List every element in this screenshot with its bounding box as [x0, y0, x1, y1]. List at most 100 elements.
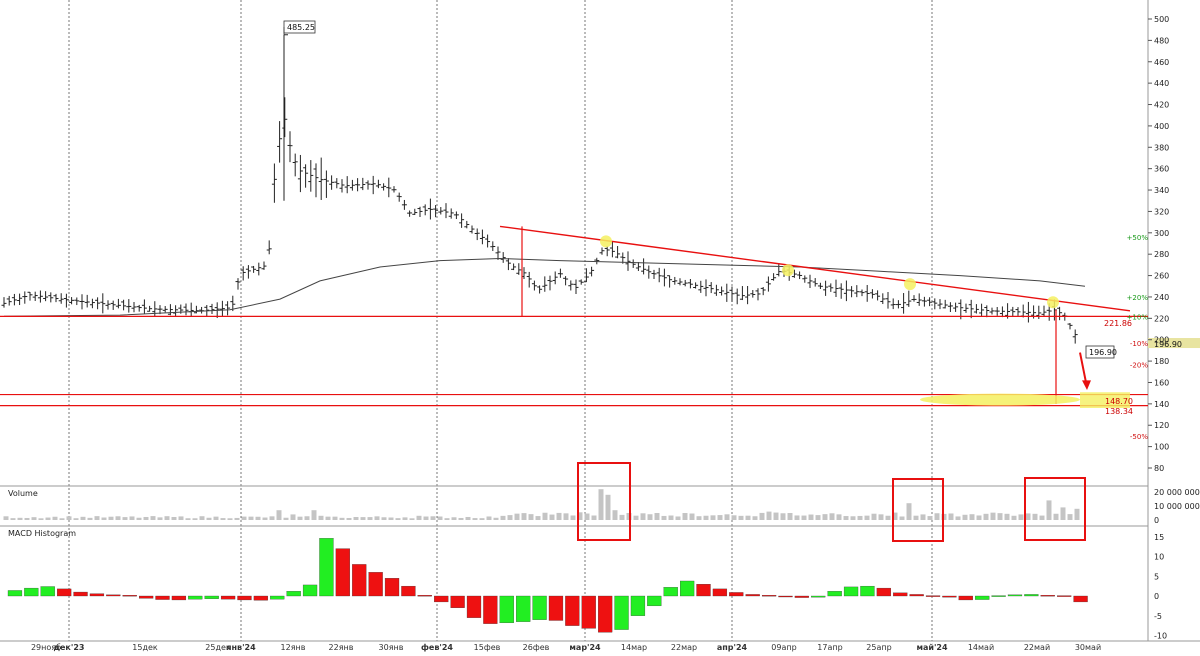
volume-bar [395, 518, 401, 520]
macd-bar [188, 595, 203, 600]
date-tick-label: 25апр [866, 643, 891, 652]
moving-average-line [3, 257, 1086, 317]
volume-bar [318, 515, 324, 520]
volume-bar [535, 516, 541, 520]
macd-bar [1057, 595, 1072, 597]
macd-bar [286, 591, 301, 597]
percent-level-label: +50% [1127, 234, 1149, 242]
volume-bar [710, 515, 716, 520]
macd-bar [220, 595, 236, 600]
volume-bar [24, 517, 30, 520]
volume-bar [423, 516, 429, 520]
volume-bar [493, 517, 499, 520]
percent-level-label: +10% [1127, 313, 1149, 321]
macd-bar [466, 595, 482, 618]
volume-bar [563, 513, 569, 520]
date-tick-label: 17апр [817, 643, 842, 652]
price-tick-label: 220 [1154, 314, 1169, 323]
volume-bar [542, 512, 548, 520]
down-arrow-head [1082, 380, 1091, 390]
percent-level-label: -50% [1130, 433, 1148, 441]
price-tick-label: 260 [1154, 272, 1169, 281]
volume-bar [178, 516, 184, 520]
date-tick-label: апр'24 [717, 643, 748, 652]
volume-bar [276, 510, 282, 520]
volume-bar [507, 515, 513, 520]
volume-bar [1039, 515, 1045, 520]
volume-bar [752, 516, 758, 520]
peak-price-label: 485.25 [287, 23, 315, 32]
macd-tick-label: 5 [1154, 572, 1159, 581]
volume-bar [990, 512, 996, 520]
vertical-grid [68, 0, 933, 641]
volume-bar [248, 516, 254, 520]
price-tick-label: 420 [1154, 101, 1169, 110]
volume-bar [451, 517, 457, 520]
volume-bar [633, 515, 639, 520]
macd-tick-label: 10 [1154, 553, 1164, 562]
moving-average [3, 257, 1086, 317]
touch-point-highlight [904, 278, 916, 291]
volume-bar [1018, 514, 1024, 520]
date-tick-label: 15фев [474, 643, 501, 652]
macd-bar [991, 595, 1006, 597]
volume-spike-box [1024, 477, 1086, 541]
volume-bar [283, 517, 289, 520]
volume-bar [983, 513, 989, 520]
volume-bar [605, 494, 611, 520]
price-tick-label: 360 [1154, 165, 1169, 174]
volume-bar [164, 516, 170, 520]
macd-bar [450, 595, 465, 609]
macd-bar [630, 595, 646, 616]
volume-bar [192, 518, 198, 520]
volume-bar [822, 514, 828, 520]
volume-bar [444, 518, 450, 520]
volume-bar [367, 517, 373, 520]
volume-bar [773, 512, 779, 520]
macd-bar [778, 595, 793, 598]
price-tick-label: 460 [1154, 58, 1169, 67]
macd-tick-label: -10 [1154, 632, 1167, 641]
volume-bar [157, 517, 163, 520]
volume-bar [325, 516, 331, 520]
date-tick-label: 26фев [523, 643, 550, 652]
date-tick-label: май'24 [916, 643, 948, 652]
price-tick-label: 500 [1154, 15, 1169, 24]
volume-bar [808, 514, 814, 520]
volume-bar [598, 489, 604, 520]
volume-bar [430, 516, 436, 520]
volume-bar [843, 516, 849, 520]
price-tick-label: 100 [1154, 443, 1169, 452]
volume-bar [696, 516, 702, 520]
macd-bar [171, 595, 187, 601]
volume-bar [934, 513, 940, 520]
macd-bar [237, 595, 252, 601]
volume-bar [955, 516, 961, 520]
volume-bar [1060, 507, 1066, 520]
macd-bar [761, 595, 777, 597]
volume-bar [738, 515, 744, 520]
date-tick-label: 22мар [671, 643, 697, 652]
price-tick-label: 200 [1154, 336, 1169, 345]
volume-bar [402, 517, 408, 520]
volume-bar [206, 517, 212, 520]
volume-bar [1074, 508, 1080, 520]
volume-bar [661, 515, 667, 520]
macd-bar [1024, 594, 1039, 597]
volume-bar [794, 515, 800, 520]
volume-bar [717, 515, 723, 520]
volume-bar [654, 513, 660, 520]
price-tick-label: 140 [1154, 400, 1169, 409]
volume-bar [311, 510, 317, 520]
price-tick-label: 300 [1154, 229, 1169, 238]
volume-bar [1004, 513, 1010, 520]
macd-bar [516, 595, 531, 622]
volume-bar [675, 516, 681, 520]
price-tick-label: 440 [1154, 79, 1169, 88]
volume-bar [38, 518, 44, 520]
volume-tick-label: 20 000 000 [1154, 488, 1200, 497]
date-tick-label: мар'24 [569, 643, 601, 652]
volume-bar [129, 516, 135, 520]
date-tick-label: 09апр [771, 643, 796, 652]
